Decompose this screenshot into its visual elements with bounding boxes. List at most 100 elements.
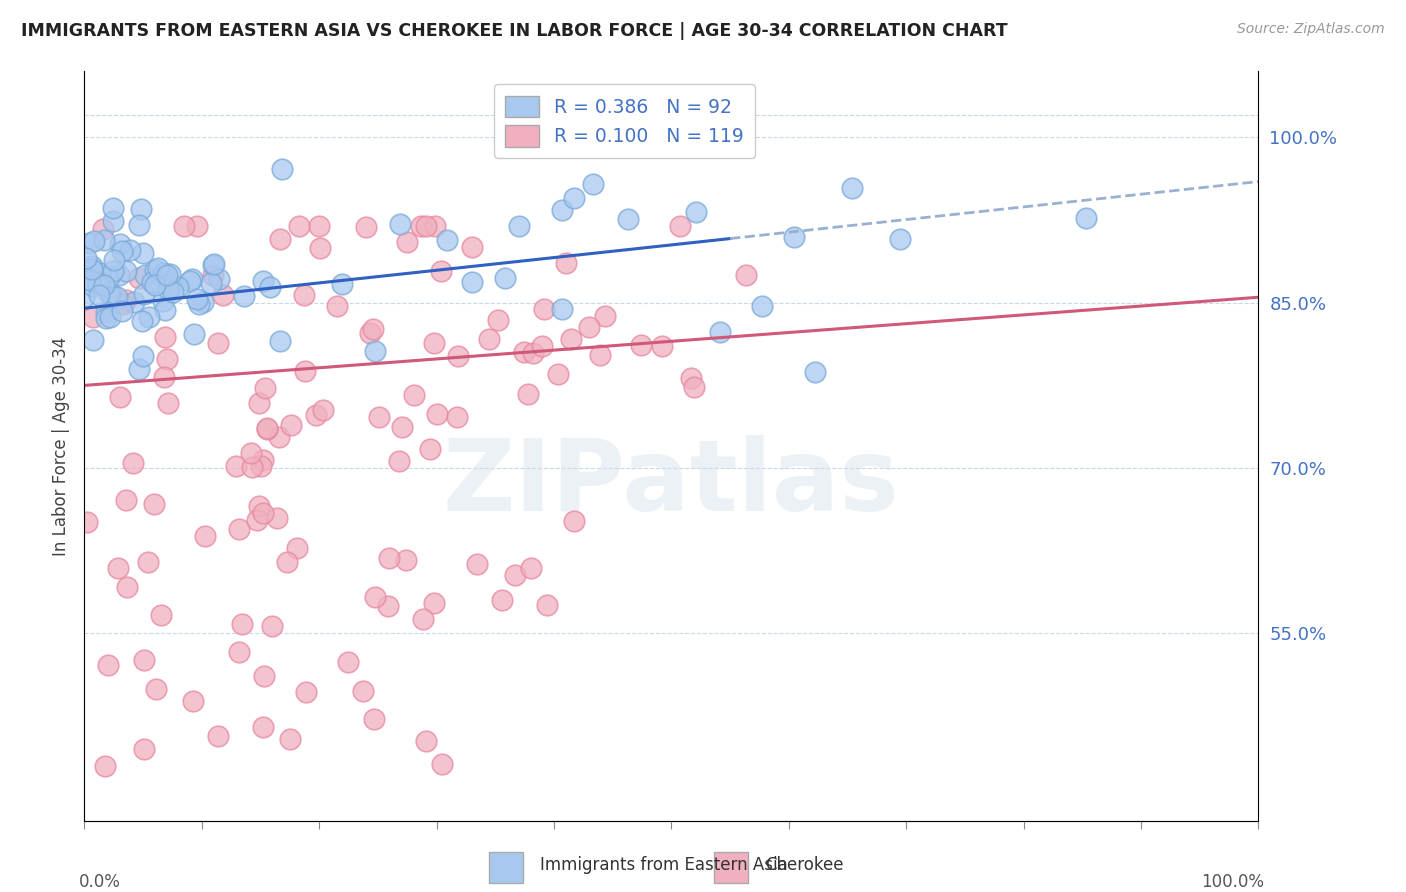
Point: [111, 297, 134, 311]
Point: [562, 191, 585, 205]
Point: [76, 515, 98, 529]
Point: [87, 276, 110, 290]
Point: [98, 286, 121, 301]
Point: [735, 268, 758, 283]
Point: [228, 522, 250, 536]
Point: [155, 268, 177, 282]
Point: [294, 364, 316, 378]
Point: [159, 267, 181, 281]
Point: [630, 338, 652, 352]
Point: [98, 270, 121, 285]
Point: [430, 264, 453, 278]
Point: [326, 300, 349, 314]
Point: [337, 655, 360, 669]
Point: [412, 612, 434, 626]
Point: [207, 335, 229, 350]
Point: [93, 278, 115, 293]
Point: [231, 616, 253, 631]
Point: [276, 555, 298, 569]
Point: [79, 235, 101, 250]
Point: [103, 252, 125, 267]
Point: [419, 442, 441, 456]
Point: [503, 568, 526, 582]
Point: [377, 599, 399, 613]
Point: [97, 657, 120, 672]
Point: [142, 497, 165, 511]
Point: [75, 251, 97, 265]
Point: [79, 273, 101, 287]
Point: [83, 234, 105, 248]
Point: [252, 506, 274, 520]
Point: [295, 685, 318, 699]
Point: [446, 409, 468, 424]
Point: [155, 303, 177, 318]
Point: [82, 310, 104, 324]
Point: [436, 233, 458, 247]
Point: [269, 334, 291, 348]
Point: [179, 274, 201, 288]
Point: [240, 459, 263, 474]
Point: [262, 618, 284, 632]
Point: [547, 368, 569, 382]
Point: [153, 330, 176, 344]
Point: [131, 245, 153, 260]
Point: [617, 212, 640, 227]
Point: [90, 276, 112, 290]
Point: [121, 456, 143, 470]
Point: [108, 237, 131, 252]
Point: [246, 513, 269, 527]
Point: [256, 422, 278, 436]
Point: [751, 299, 773, 313]
Point: [225, 458, 247, 473]
Point: [115, 293, 138, 307]
Point: [82, 333, 104, 347]
Point: [181, 694, 204, 708]
Point: [461, 275, 484, 289]
Point: [520, 561, 543, 575]
Point: [128, 218, 150, 232]
Point: [134, 268, 156, 283]
Text: IMMIGRANTS FROM EASTERN ASIA VS CHEROKEE IN LABOR FORCE | AGE 30-34 CORRELATION : IMMIGRANTS FROM EASTERN ASIA VS CHEROKEE…: [21, 22, 1008, 40]
Point: [478, 332, 501, 346]
Text: 0.0%: 0.0%: [79, 873, 121, 891]
Point: [228, 645, 250, 659]
Point: [550, 203, 572, 218]
Point: [682, 380, 704, 394]
Point: [595, 309, 617, 323]
Point: [278, 731, 301, 746]
Point: [423, 596, 446, 610]
Point: [709, 325, 731, 339]
Point: [409, 219, 432, 233]
Point: [465, 558, 488, 572]
Point: [132, 287, 155, 301]
Point: [122, 295, 145, 310]
Point: [115, 580, 138, 594]
Point: [200, 277, 222, 291]
Point: [186, 292, 208, 306]
Point: [202, 257, 225, 271]
Point: [129, 202, 152, 216]
Point: [111, 303, 134, 318]
Point: [183, 326, 205, 341]
Point: [156, 351, 179, 366]
Point: [152, 293, 174, 308]
Point: [285, 541, 308, 555]
Point: [269, 232, 291, 246]
Point: [186, 219, 208, 233]
Point: [80, 259, 103, 273]
Point: [252, 453, 274, 467]
Point: [173, 219, 195, 233]
Point: [1076, 211, 1098, 225]
Point: [107, 268, 129, 282]
Point: [157, 396, 180, 410]
Point: [132, 349, 155, 363]
Point: [359, 326, 381, 340]
Point: [513, 344, 536, 359]
Point: [107, 560, 129, 574]
Point: [364, 343, 387, 358]
Point: [120, 243, 142, 257]
Point: [247, 396, 270, 410]
Point: [486, 313, 509, 327]
Point: [426, 407, 449, 421]
Point: [193, 295, 215, 310]
